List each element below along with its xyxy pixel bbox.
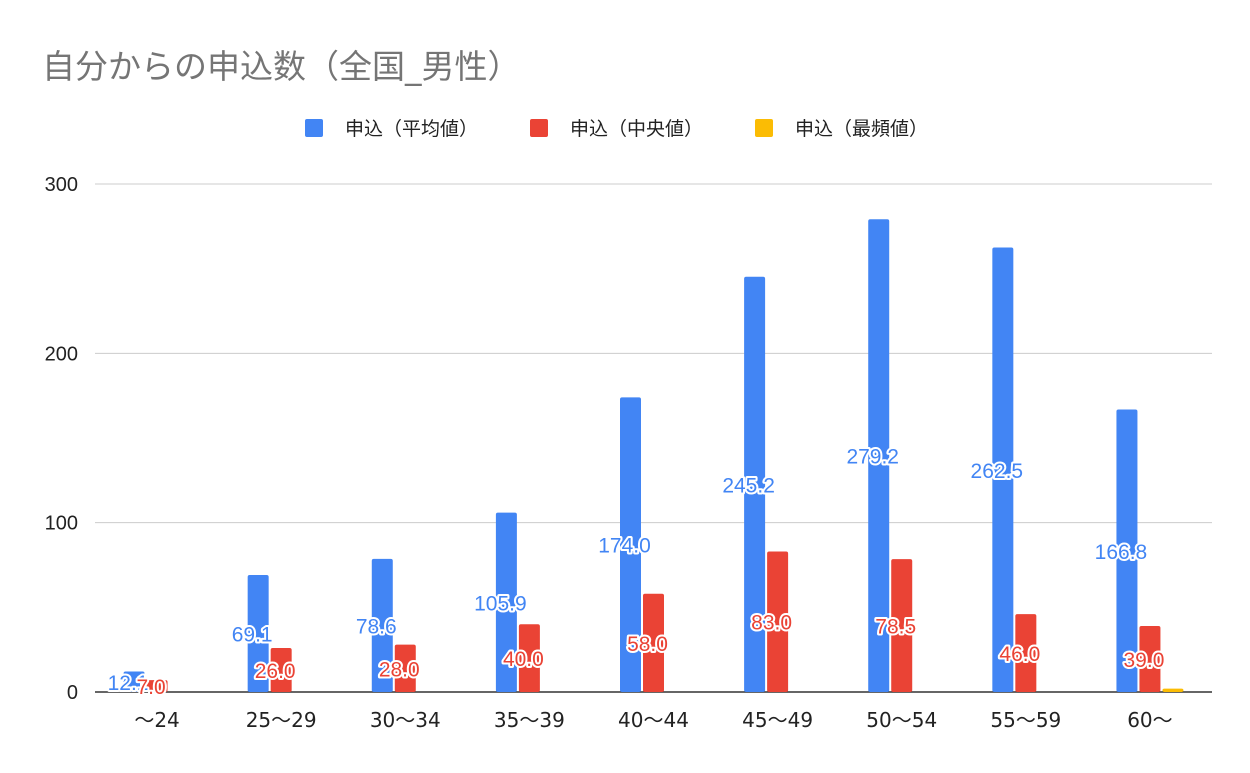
data-label: 12.1 (108, 672, 149, 695)
bar (992, 247, 1014, 692)
x-tick-label: ～24 (134, 708, 179, 732)
data-label: 26.0 (255, 660, 296, 683)
bar (123, 671, 145, 692)
x-tick-label: 25～29 (246, 708, 317, 732)
chart-title: 自分からの申込数（全国_男性） (42, 47, 521, 86)
bar (1015, 614, 1037, 692)
legend-label: 申込（平均値） (345, 118, 478, 140)
legend-label: 申込（最頻値） (795, 118, 928, 140)
bar (868, 219, 890, 693)
data-label: 39.0 (1124, 649, 1165, 672)
x-tick-label: 35～39 (494, 708, 565, 732)
bar (1139, 625, 1161, 692)
x-tick-label: 45～49 (742, 708, 813, 732)
data-label: 83.0 (751, 612, 792, 635)
y-tick-label: 300 (45, 174, 78, 196)
bar (1162, 688, 1184, 692)
legend-swatch (305, 119, 323, 137)
bars (123, 219, 1184, 693)
data-labels: 12.17.0 69.1 26.0 78.6 28.0 105.9 40.0 174.0 58.… (106, 444, 1167, 701)
data-label: 166.8 (1095, 541, 1148, 564)
bar (270, 647, 292, 692)
data-label: 7.0 (136, 676, 165, 699)
y-tick-label: 0 (67, 682, 78, 704)
data-label: 58.0 (627, 633, 668, 656)
data-label: 78.6 (356, 615, 397, 638)
legend-swatch (755, 119, 773, 137)
data-label: 105.9 (474, 592, 527, 615)
data-label: 78.5 (875, 616, 916, 639)
data-label: 174.0 (598, 535, 651, 558)
bar (394, 644, 416, 692)
x-axis-ticks: ～24 25～29 30～34 35～39 40～44 45～49 50～54 55～59 60… (134, 708, 1172, 732)
data-label: 28.0 (379, 658, 420, 681)
data-label: 69.1 (232, 623, 273, 646)
bar (518, 624, 540, 692)
y-tick-label: 100 (45, 513, 78, 535)
legend-label: 申込（中央値） (570, 118, 703, 140)
bar (1116, 409, 1138, 692)
bar (247, 574, 269, 692)
bar (891, 559, 913, 692)
y-tick-label: 200 (45, 343, 78, 365)
legend-swatch (530, 119, 548, 137)
x-tick-label: 55～59 (990, 708, 1061, 732)
bar (767, 551, 789, 692)
legend: 申込（平均値） 申込（中央値） 申込（最頻値） (305, 118, 928, 140)
data-label: 279.2 (846, 446, 899, 469)
bar (620, 397, 641, 692)
data-label: 40.0 (503, 648, 544, 671)
x-tick-label: 30～34 (370, 708, 441, 732)
y-axis-ticks: 0 100 200 300 (45, 174, 78, 704)
bar (643, 593, 664, 692)
data-label: 46.0 (999, 643, 1040, 666)
bar (744, 276, 766, 692)
x-tick-label: 50～54 (866, 708, 937, 732)
bar (495, 512, 517, 692)
x-tick-label: 40～44 (618, 708, 689, 732)
data-label: 245.2 (722, 474, 775, 497)
bar (146, 680, 168, 692)
x-tick-label: 60～ (1127, 708, 1172, 732)
data-label: 262.5 (971, 460, 1024, 483)
bar (371, 558, 393, 692)
